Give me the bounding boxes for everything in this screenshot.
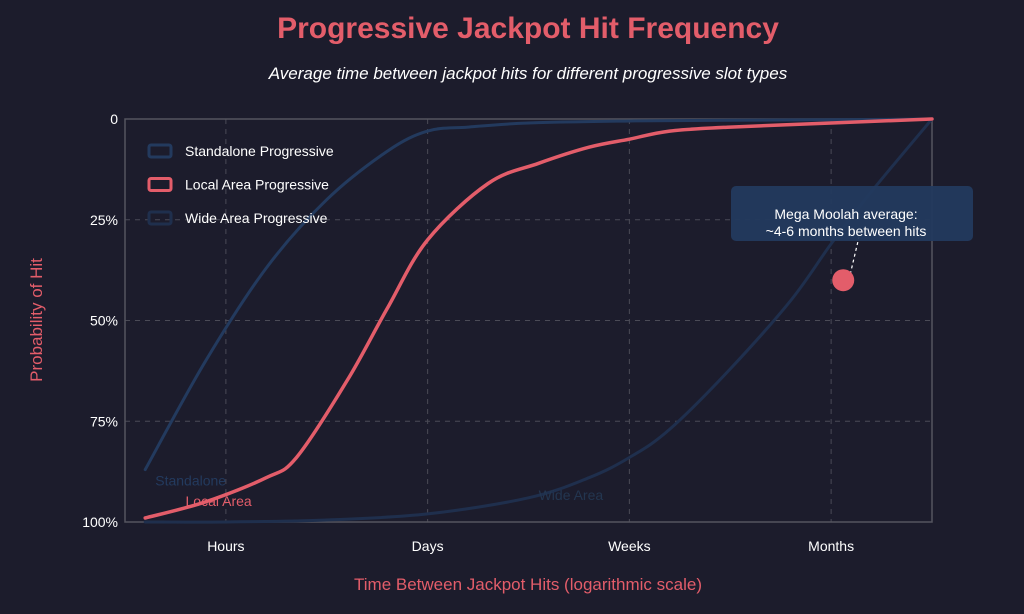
y-tick-label: 25% bbox=[90, 212, 118, 228]
legend-swatch-local-area-progressive bbox=[149, 179, 171, 191]
x-tick-label: Hours bbox=[207, 538, 244, 554]
annotation-text-line: Mega Moolah average: bbox=[774, 206, 917, 222]
legend-label-standalone-progressive: Standalone Progressive bbox=[185, 143, 334, 159]
legend: Standalone Progressive Local Area Progres… bbox=[149, 143, 334, 226]
x-tick-label: Days bbox=[412, 538, 444, 554]
y-axis-label: Probability of Hit bbox=[27, 258, 46, 382]
legend-swatch-standalone-progressive bbox=[149, 145, 171, 157]
standalone-progressive-line bbox=[145, 119, 932, 470]
y-tick-label: 50% bbox=[90, 313, 118, 329]
inline-series-label: Standalone bbox=[155, 473, 226, 489]
inline-series-label: Local Area bbox=[186, 493, 252, 509]
annotation-point bbox=[832, 269, 854, 291]
x-tick-label: Months bbox=[808, 538, 854, 554]
inline-labels: Standalone Local Area Wide Area bbox=[155, 473, 603, 509]
legend-label-wide-area-progressive: Wide Area Progressive bbox=[185, 210, 328, 226]
chart-subtitle: Average time between jackpot hits for di… bbox=[268, 64, 788, 83]
y-tick-label: 75% bbox=[90, 413, 118, 429]
legend-label-local-area-progressive: Local Area Progressive bbox=[185, 177, 329, 193]
chart-title: Progressive Jackpot Hit Frequency bbox=[277, 12, 779, 45]
annotation: Mega Moolah average:~4-6 months between … bbox=[731, 186, 973, 291]
annotation-text-line: ~4-6 months between hits bbox=[766, 223, 927, 239]
x-tick-label: Weeks bbox=[608, 538, 651, 554]
inline-series-label: Wide Area bbox=[539, 487, 604, 503]
legend-swatch-wide-area-progressive bbox=[149, 212, 171, 224]
annotation-connector bbox=[850, 237, 859, 274]
y-tick-label: 0 bbox=[110, 111, 118, 127]
x-axis-label: Time Between Jackpot Hits (logarithmic s… bbox=[354, 575, 702, 594]
y-tick-label: 100% bbox=[82, 514, 118, 530]
